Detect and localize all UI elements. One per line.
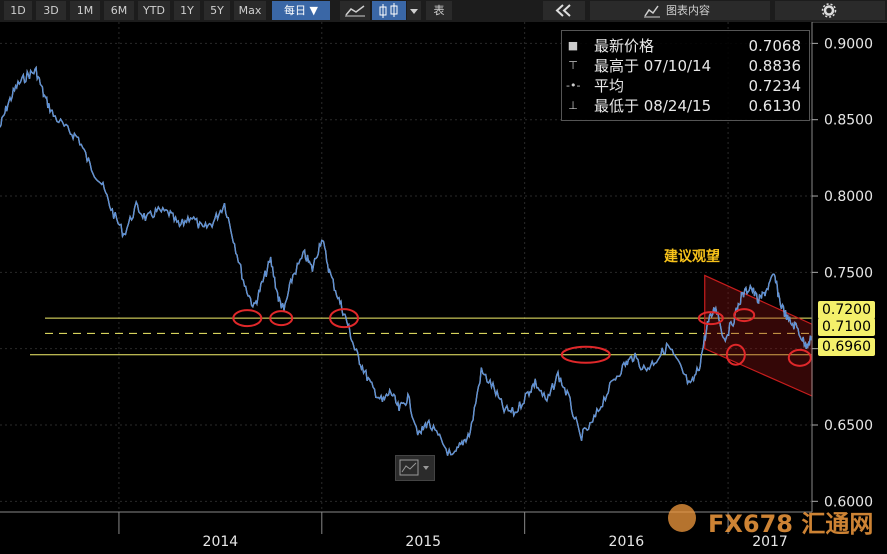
y-tick-label: 0.8000 (824, 189, 873, 205)
highlight-ellipse (733, 308, 756, 323)
highlight-markers (232, 308, 812, 367)
chart-content-icon (644, 5, 660, 18)
level-badge-0696: 0.6960 (818, 338, 875, 356)
legend-value: 0.8836 (748, 57, 802, 75)
highlight-ellipse (232, 309, 263, 328)
legend-value: 0.7068 (748, 37, 802, 55)
double-chevron-left-icon[interactable] (543, 1, 585, 20)
candlestick-icon[interactable] (372, 1, 406, 20)
y-tick-label: 0.8500 (824, 113, 873, 129)
range-button-1d[interactable]: 1D (4, 1, 32, 20)
chart-toolbar: 1D 3D 1M 6M YTD 1Y 5Y Max 每日 ▼ 表 图表内容 (0, 0, 887, 23)
x-tick-label: 2017 (752, 534, 788, 550)
chart-type-dropdown-icon[interactable] (407, 1, 421, 20)
legend-label: 最新价格 (594, 37, 655, 55)
level-badge-0710: 0.7100 (818, 318, 875, 336)
x-tick-label: 2016 (609, 534, 645, 550)
level-badge-0720: 0.7200 (818, 301, 875, 319)
y-tick-label: 0.9000 (824, 36, 873, 52)
legend-mark: ⊥ (568, 99, 578, 112)
frequency-dropdown[interactable]: 每日 ▼ (272, 1, 330, 20)
legend-label: 最低于 08/24/15 (594, 97, 712, 115)
support-resistance-levels (30, 317, 812, 356)
chart-annotation: 建议观望 (664, 249, 720, 265)
legend-row-last-price: ■ 最新价格 0.7068 (562, 36, 809, 56)
table-button[interactable]: 表 (426, 1, 452, 20)
chart-toggle-icon (399, 459, 429, 476)
legend-label: 平均 (594, 77, 625, 95)
range-button-6m[interactable]: 6M (104, 1, 134, 20)
legend-mark: ⊤ (568, 59, 578, 72)
legend-row-high: ⊤ 最高于 07/10/14 0.8836 (562, 56, 809, 76)
highlight-ellipse (269, 310, 294, 327)
y-axis: 0.60000.65000.70000.75000.80000.85000.90… (811, 22, 873, 512)
legend-label: 最高于 07/10/14 (594, 57, 712, 75)
legend-row-low: ⊥ 最低于 08/24/15 0.6130 (562, 96, 809, 116)
range-button-1m[interactable]: 1M (70, 1, 100, 20)
line-chart-icon[interactable] (340, 1, 370, 20)
y-tick-label: 0.6500 (824, 418, 873, 434)
mini-chart-toggle[interactable] (395, 455, 435, 481)
x-tick-label: 2015 (405, 534, 441, 550)
gear-icon (821, 3, 837, 18)
legend-row-average: -•- 平均 0.7234 (562, 76, 809, 96)
watermark-logo (668, 504, 696, 532)
range-button-ytd[interactable]: YTD (138, 1, 170, 20)
range-button-1y[interactable]: 1Y (174, 1, 200, 20)
settings-button[interactable] (775, 1, 885, 20)
highlight-ellipse (697, 311, 724, 326)
watermark-text: FX678 汇通网 (708, 510, 874, 538)
range-button-max[interactable]: Max (234, 1, 266, 20)
range-button-5y[interactable]: 5Y (204, 1, 230, 20)
highlight-ellipse (560, 345, 611, 364)
highlight-ellipse (787, 348, 812, 367)
chart-legend: ■ 最新价格 0.7068 ⊤ 最高于 07/10/14 0.8836 -•- … (561, 30, 810, 121)
legend-value: 0.7234 (748, 77, 802, 95)
price-line (0, 65, 813, 456)
y-tick-label: 0.7500 (824, 265, 873, 281)
range-button-3d[interactable]: 3D (36, 1, 66, 20)
price-series (0, 65, 813, 456)
chart-content-button[interactable]: 图表内容 (590, 1, 770, 20)
legend-mark: ■ (567, 39, 579, 52)
y-tick-label: 0.6000 (824, 494, 873, 510)
highlight-ellipse (725, 343, 746, 366)
legend-mark: -•- (566, 79, 581, 92)
legend-value: 0.6130 (748, 97, 802, 115)
chart-content-label: 图表内容 (666, 4, 710, 17)
highlight-ellipse (329, 308, 360, 329)
x-tick-label: 2014 (203, 534, 239, 550)
